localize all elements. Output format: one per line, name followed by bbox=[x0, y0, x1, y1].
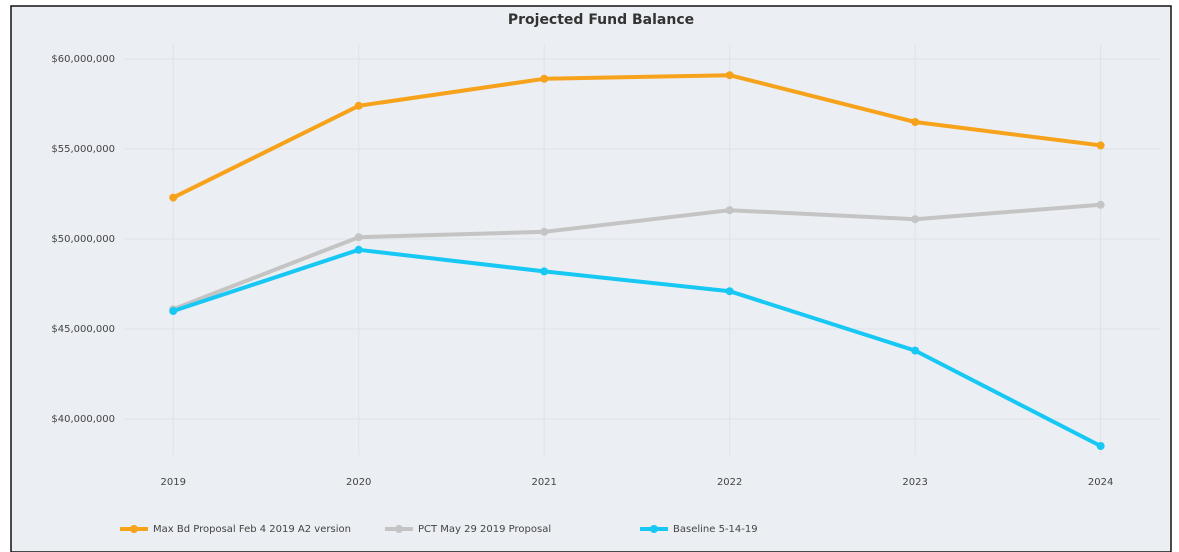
x-tick-label: 2021 bbox=[531, 477, 556, 488]
data-point bbox=[725, 206, 734, 215]
data-point bbox=[1096, 442, 1105, 450]
legend-swatch-dot bbox=[130, 525, 138, 533]
x-tick-label: 2023 bbox=[902, 477, 927, 488]
x-tick-label: 2019 bbox=[160, 477, 185, 488]
data-point bbox=[540, 74, 549, 83]
x-tick-label: 2020 bbox=[346, 477, 371, 488]
legend-label: Max Bd Proposal Feb 4 2019 A2 version bbox=[153, 524, 351, 535]
series-line bbox=[172, 247, 1102, 448]
data-point bbox=[911, 215, 920, 224]
x-tick-label: 2022 bbox=[717, 477, 742, 488]
data-point bbox=[169, 307, 178, 315]
data-point bbox=[1096, 141, 1105, 150]
legend-label: PCT May 29 2019 Proposal bbox=[418, 524, 551, 535]
legend-swatch-dot bbox=[395, 525, 403, 533]
x-tick-label: 2024 bbox=[1088, 477, 1113, 488]
data-point bbox=[540, 227, 549, 236]
chart-title: Projected Fund Balance bbox=[508, 12, 694, 28]
data-point bbox=[911, 118, 920, 126]
data-point bbox=[1096, 200, 1105, 209]
data-point bbox=[169, 193, 178, 202]
y-tick-label: $60,000,000 bbox=[51, 54, 115, 65]
data-point bbox=[911, 346, 920, 355]
data-point bbox=[725, 71, 734, 80]
y-tick-label: $45,000,000 bbox=[51, 324, 115, 335]
data-point bbox=[354, 101, 363, 110]
legend-swatch-dot bbox=[650, 525, 658, 533]
data-point bbox=[540, 267, 549, 276]
series-line bbox=[172, 202, 1101, 312]
data-point bbox=[354, 233, 363, 242]
data-point bbox=[725, 287, 734, 296]
legend-label: Baseline 5-14-19 bbox=[673, 524, 758, 535]
series-line bbox=[172, 73, 1101, 200]
y-tick-label: $55,000,000 bbox=[51, 144, 115, 155]
chart-frame bbox=[10, 5, 1172, 552]
y-tick-label: $40,000,000 bbox=[51, 414, 115, 425]
y-tick-label: $50,000,000 bbox=[51, 234, 115, 245]
data-point bbox=[354, 245, 363, 254]
